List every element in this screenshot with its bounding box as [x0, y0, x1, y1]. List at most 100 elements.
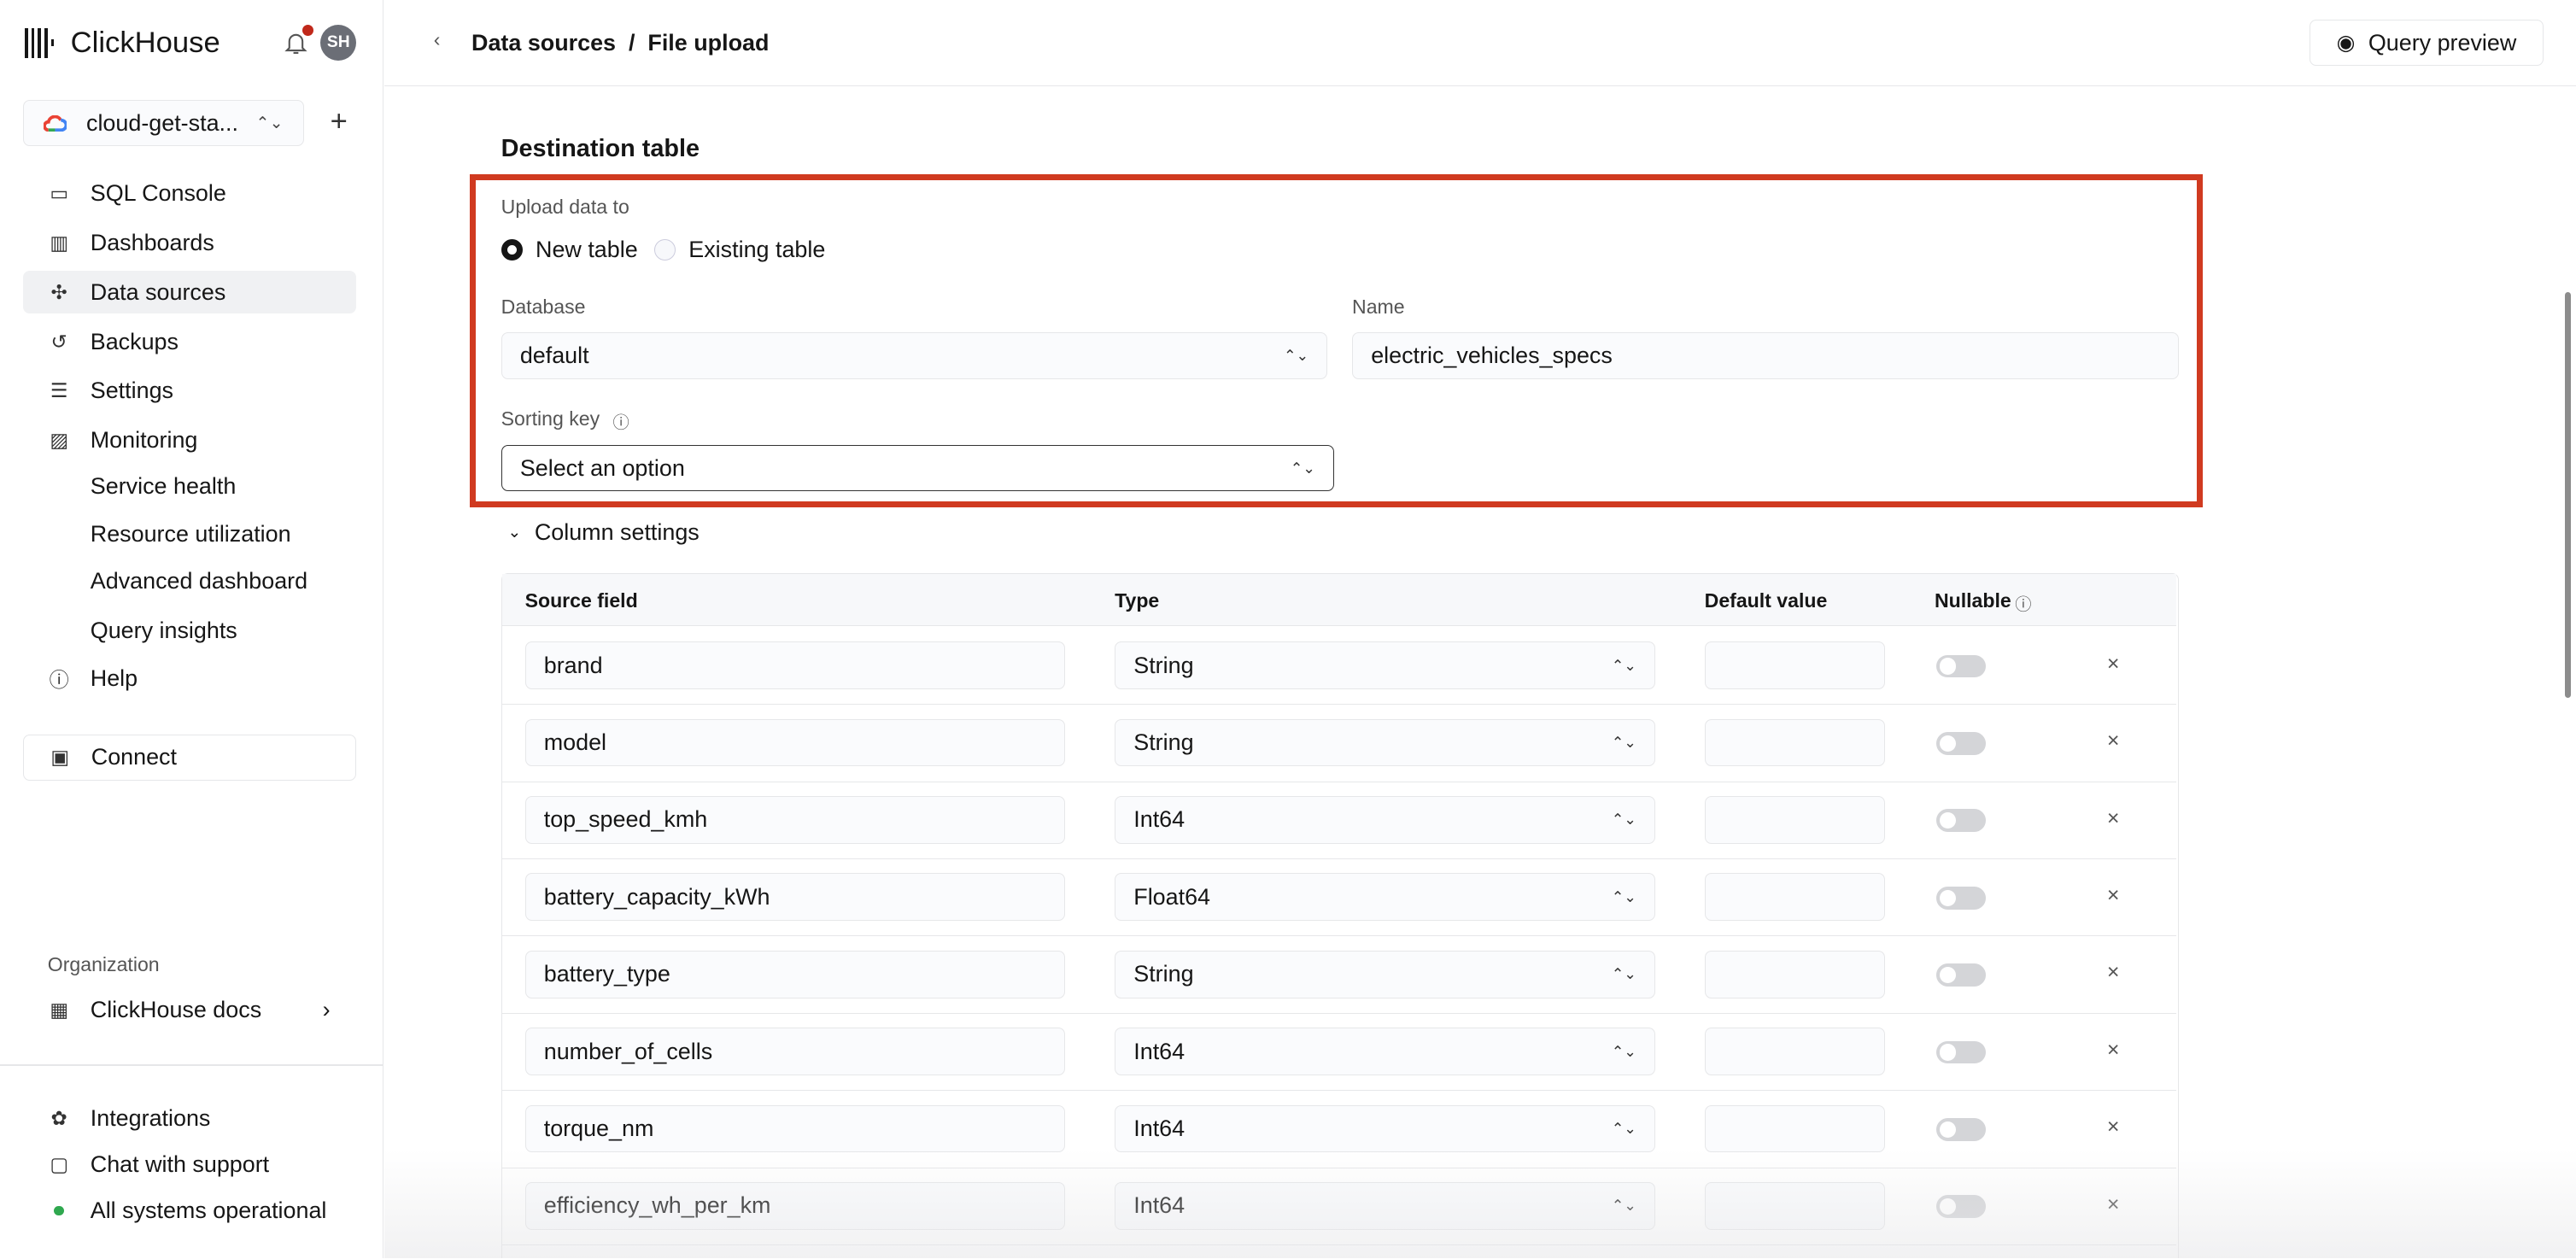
- chevron-up-down-icon: ⌃⌄: [1611, 1197, 1636, 1215]
- sidebar-item-backups[interactable]: ↺ Backups: [23, 320, 356, 363]
- remove-column-icon[interactable]: ×: [2106, 1192, 2120, 1216]
- type-value: String: [1133, 652, 1194, 678]
- info-icon[interactable]: ⓘ: [2015, 595, 2032, 614]
- type-value: String: [1133, 729, 1194, 755]
- avatar[interactable]: SH: [320, 24, 357, 61]
- back-chevron-icon[interactable]: ‹: [433, 27, 441, 50]
- sidebar-item-settings[interactable]: ☰ Settings: [23, 370, 356, 413]
- sorting-key-select[interactable]: Select an option ⌃⌄: [501, 445, 1334, 492]
- data-sources-icon: ✣: [50, 280, 67, 303]
- type-select[interactable]: Float64 ⌃⌄: [1115, 873, 1655, 922]
- default-value-input[interactable]: [1704, 1104, 1886, 1153]
- connect-button[interactable]: ▣ Connect: [22, 734, 357, 781]
- chevron-up-down-icon: ⌃⌄: [1284, 346, 1309, 364]
- radio-existing-table-label[interactable]: Existing table: [688, 236, 826, 262]
- remove-column-icon[interactable]: ×: [2106, 1037, 2120, 1062]
- nullable-toggle[interactable]: [1935, 963, 1986, 987]
- query-preview-label: Query preview: [2368, 29, 2517, 56]
- sidebar-item-label: SQL Console: [90, 180, 226, 207]
- bell-icon[interactable]: [284, 30, 307, 56]
- source-field-value: torque_nm: [543, 1115, 654, 1141]
- source-field-input[interactable]: brand: [524, 641, 1066, 689]
- sidebar-item-monitoring[interactable]: ▨ Monitoring: [23, 419, 356, 461]
- name-label: Name: [1352, 296, 1405, 319]
- notification-dot: [302, 24, 314, 37]
- nullable-toggle[interactable]: [1935, 1117, 1986, 1141]
- nullable-toggle[interactable]: [1935, 886, 1986, 910]
- table-name-input[interactable]: electric_vehicles_specs: [1352, 331, 2179, 380]
- clickhouse-logo-icon: [24, 27, 55, 58]
- info-icon[interactable]: ⓘ: [612, 413, 629, 432]
- sidebar-item-dashboards[interactable]: ▥ Dashboards: [23, 222, 356, 265]
- sidebar-item-integrations[interactable]: ✿ Integrations: [23, 1098, 356, 1140]
- source-field-input[interactable]: model: [524, 718, 1066, 767]
- source-field-input[interactable]: efficiency_wh_per_km: [524, 1181, 1066, 1230]
- add-service-button[interactable]: +: [330, 105, 348, 138]
- radio-new-table[interactable]: [501, 238, 523, 261]
- table-row: efficiency_wh_per_km Int64 ⌃⌄ ×: [501, 1168, 2176, 1246]
- radio-existing-table[interactable]: [653, 238, 676, 261]
- sidebar-item-chat-support[interactable]: ▢ Chat with support: [23, 1144, 356, 1186]
- remove-column-icon[interactable]: ×: [2106, 729, 2120, 753]
- default-value-input[interactable]: [1704, 1028, 1886, 1075]
- sidebar-item-data-sources[interactable]: ✣ Data sources: [22, 271, 357, 314]
- database-select[interactable]: default ⌃⌄: [501, 331, 1328, 380]
- default-value-input[interactable]: [1704, 873, 1886, 922]
- connect-label: Connect: [91, 744, 177, 770]
- default-value-input[interactable]: [1704, 1181, 1886, 1230]
- chevron-right-icon: ›: [322, 997, 331, 1023]
- sidebar-item-resource-utilization[interactable]: Resource utilization: [23, 512, 356, 555]
- type-select[interactable]: Int64 ⌃⌄: [1115, 1104, 1655, 1153]
- type-select[interactable]: Int64 ⌃⌄: [1115, 1181, 1655, 1230]
- table-row: top_speed_kmh Int64 ⌃⌄ ×: [501, 782, 2176, 860]
- type-value: Float64: [1133, 883, 1211, 910]
- default-value-input[interactable]: [1704, 718, 1886, 767]
- chevron-up-down-icon: ⌃⌄: [1611, 811, 1636, 829]
- type-select[interactable]: String ⌃⌄: [1115, 718, 1655, 767]
- header-source-field: Source field: [524, 589, 638, 612]
- nullable-toggle[interactable]: [1935, 654, 1986, 678]
- nullable-toggle[interactable]: [1935, 1040, 1986, 1064]
- remove-column-icon[interactable]: ×: [2106, 805, 2120, 830]
- nullable-toggle[interactable]: [1935, 809, 1986, 833]
- sidebar-item-sql-console[interactable]: ▭ SQL Console: [23, 173, 356, 215]
- sidebar-item-service-health[interactable]: Service health: [23, 465, 356, 507]
- source-field-input[interactable]: top_speed_kmh: [524, 795, 1066, 844]
- nullable-toggle[interactable]: [1935, 1195, 1986, 1219]
- sidebar-item-help[interactable]: ⓘ Help: [23, 657, 356, 700]
- nullable-toggle[interactable]: [1935, 731, 1986, 755]
- system-status[interactable]: All systems operational: [23, 1190, 356, 1233]
- radio-new-table-label[interactable]: New table: [536, 236, 638, 262]
- chat-icon: ▢: [50, 1153, 69, 1176]
- default-value-input[interactable]: [1704, 641, 1886, 689]
- scrollbar[interactable]: [2564, 292, 2572, 699]
- organization-selector[interactable]: ▦ ClickHouse docs ›: [23, 989, 356, 1032]
- chevron-up-down-icon: ⌃⌄: [1611, 965, 1636, 983]
- column-settings-toggle[interactable]: ⌄ Column settings: [507, 519, 699, 546]
- type-select[interactable]: Int64 ⌃⌄: [1115, 1028, 1655, 1075]
- type-select[interactable]: String ⌃⌄: [1115, 641, 1655, 689]
- header-default-value: Default value: [1704, 589, 1828, 612]
- default-value-input[interactable]: [1704, 950, 1886, 998]
- sidebar-item-query-insights[interactable]: Query insights: [23, 610, 356, 653]
- logo[interactable]: ClickHouse: [24, 26, 220, 60]
- type-select[interactable]: String ⌃⌄: [1115, 950, 1655, 998]
- table-header: Source field Type Default value Nullable…: [501, 574, 2176, 626]
- query-preview-button[interactable]: ◉ Query preview: [2310, 20, 2544, 66]
- remove-column-icon[interactable]: ×: [2106, 651, 2120, 676]
- default-value-input[interactable]: [1704, 795, 1886, 844]
- remove-column-icon[interactable]: ×: [2106, 960, 2120, 985]
- section-title: Destination table: [501, 134, 700, 162]
- source-field-input[interactable]: torque_nm: [524, 1104, 1066, 1153]
- sidebar-item-label: Dashboards: [90, 230, 214, 256]
- remove-column-icon[interactable]: ×: [2106, 1115, 2120, 1139]
- chevron-up-down-icon: ⌃⌄: [1611, 733, 1636, 751]
- remove-column-icon[interactable]: ×: [2106, 882, 2120, 907]
- source-field-input[interactable]: battery_capacity_kWh: [524, 873, 1066, 922]
- type-select[interactable]: Int64 ⌃⌄: [1115, 795, 1655, 844]
- service-selector[interactable]: cloud-get-sta... ⌃⌄: [22, 100, 304, 147]
- sidebar-item-advanced-dashboard[interactable]: Advanced dashboard: [23, 560, 356, 603]
- source-field-input[interactable]: number_of_cells: [524, 1028, 1066, 1075]
- source-field-input[interactable]: battery_type: [524, 950, 1066, 998]
